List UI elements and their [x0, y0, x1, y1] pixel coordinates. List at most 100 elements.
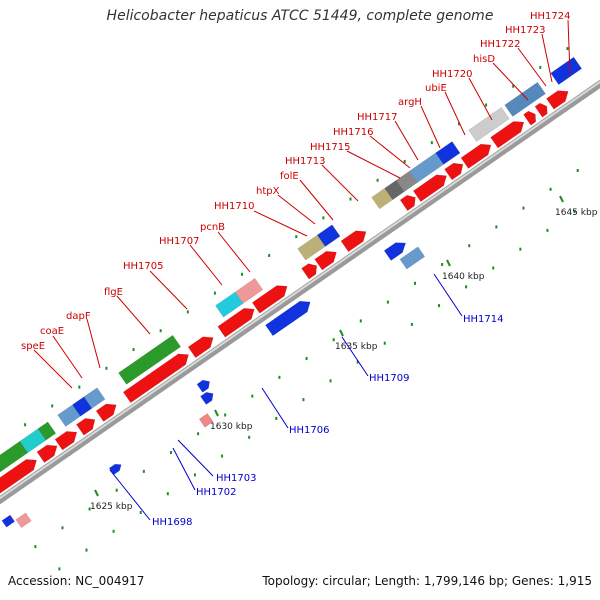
label-hh1710[interactable]: HH1710: [214, 201, 255, 212]
scale-tick: [559, 195, 564, 203]
track-mark: [224, 413, 227, 417]
gene-feature: [435, 141, 461, 165]
track-mark: [549, 187, 552, 191]
gene-feature: [122, 353, 189, 404]
label-hh1706[interactable]: HH1706: [289, 425, 330, 436]
track-mark: [295, 235, 298, 239]
gene-feature: [234, 277, 264, 304]
gene-feature: [340, 230, 367, 253]
label-hh1709[interactable]: HH1709: [369, 373, 410, 384]
gene-feature: [412, 174, 447, 202]
gene-feature: [0, 459, 37, 494]
bottom-gene-labels: HH1698 HH1702 HH1703 HH1706 HH1709 HH171…: [109, 273, 504, 528]
gene-feature: [383, 242, 407, 261]
track-mark: [51, 404, 54, 408]
gene-feature: [444, 162, 464, 181]
label-hh1723[interactable]: HH1723: [505, 25, 546, 36]
gene-feature: [217, 308, 255, 338]
track-mark: [251, 394, 254, 398]
track-mark: [332, 338, 335, 342]
track-mark: [132, 348, 135, 352]
label-hh1717[interactable]: HH1717: [357, 112, 398, 123]
track-mark: [495, 225, 498, 229]
label-hh1707[interactable]: HH1707: [159, 236, 200, 247]
gene-feature: [265, 300, 311, 337]
top-gene-labels: speE coaE dapF flgE HH1705 HH1707 pcnB H…: [21, 11, 571, 389]
track-mark: [468, 244, 471, 248]
track-mark: [465, 285, 468, 289]
gene-feature: [1, 514, 16, 528]
track-mark: [278, 375, 281, 379]
label-hh1722[interactable]: HH1722: [480, 39, 521, 50]
gene-feature: [316, 224, 341, 247]
map-title: Helicobacter hepaticus ATCC 51449, compl…: [106, 8, 494, 24]
label-pcnb[interactable]: pcnB: [200, 222, 225, 233]
gene-feature: [215, 291, 244, 318]
label-hh1713[interactable]: HH1713: [285, 156, 326, 167]
gene-feature: [395, 170, 418, 193]
label-hh1720[interactable]: HH1720: [432, 69, 473, 80]
gene-feature: [83, 387, 106, 409]
label-fole[interactable]: folE: [280, 171, 299, 182]
label-hh1714[interactable]: HH1714: [463, 314, 504, 325]
track-mark: [275, 416, 278, 420]
gene-feature: [297, 234, 326, 261]
track-mark: [546, 228, 549, 232]
track-mark: [115, 488, 118, 492]
label-htpx[interactable]: htpX: [256, 186, 280, 197]
track-mark: [457, 122, 460, 126]
label-hh1716[interactable]: HH1716: [333, 127, 374, 138]
label-hh1724[interactable]: HH1724: [530, 11, 571, 22]
track-mark: [522, 206, 525, 210]
track-mark: [305, 357, 308, 361]
gene-feature: [371, 187, 394, 210]
scale-tick-label: 1625 kbp: [90, 502, 133, 512]
track-mark: [61, 526, 64, 530]
track-mark: [512, 84, 515, 88]
label-hh1705[interactable]: HH1705: [123, 261, 164, 272]
label-dapf[interactable]: dapF: [66, 311, 91, 322]
track-mark: [519, 247, 522, 251]
track-mark: [221, 454, 224, 458]
track-mark: [485, 103, 488, 107]
gene-feature: [76, 418, 96, 436]
scale-tick-label: 1630 kbp: [210, 422, 253, 432]
track-mark: [356, 360, 359, 364]
label-flge[interactable]: flgE: [104, 287, 123, 298]
label-hh1702[interactable]: HH1702: [196, 487, 237, 498]
gene-feature: [57, 404, 81, 427]
label-hisd[interactable]: hisD: [473, 54, 495, 65]
label-hh1698[interactable]: HH1698: [152, 517, 193, 528]
track-mark: [576, 168, 579, 172]
accession-text: Accession: NC_004917: [8, 574, 145, 588]
track-mark: [85, 548, 88, 552]
gene-feature: [72, 396, 93, 417]
gene-feature: [550, 56, 583, 85]
gene-feature: [54, 431, 78, 451]
track-mark: [441, 263, 444, 267]
label-hh1715[interactable]: HH1715: [310, 142, 351, 153]
track-mark: [268, 253, 271, 257]
track-mark: [492, 266, 495, 270]
track-mark: [329, 379, 332, 383]
track-mark: [159, 329, 162, 333]
track-mark: [573, 210, 576, 214]
track-mark: [566, 47, 569, 51]
label-coae[interactable]: coaE: [40, 326, 64, 337]
track-mark: [169, 451, 172, 455]
label-spee[interactable]: speE: [21, 341, 45, 352]
label-hh1703[interactable]: HH1703: [216, 473, 257, 484]
track-mark: [383, 341, 386, 345]
track-mark: [248, 435, 251, 439]
track-mark: [349, 197, 352, 201]
scale-tick-label: 1640 kbp: [442, 272, 485, 282]
track-mark: [414, 281, 417, 285]
gene-feature: [301, 263, 318, 280]
track-mark: [376, 178, 379, 182]
gene-feature: [504, 81, 546, 117]
scale-tick-label: 1635 kbp: [335, 342, 378, 352]
label-argh[interactable]: argH: [398, 97, 422, 108]
label-ubie[interactable]: ubiE: [425, 83, 447, 94]
gene-feature: [95, 403, 117, 422]
